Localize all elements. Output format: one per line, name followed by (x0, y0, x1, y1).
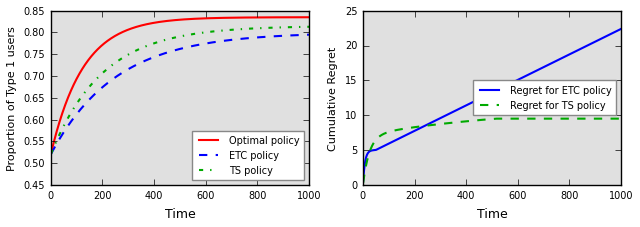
Regret for ETC policy (386, 142, 394, 145)
ETC policy (74, 112, 81, 115)
Regret for TS policy (386, 131, 394, 133)
Regret for TS policy (463, 120, 471, 123)
Regret for TS policy (537, 118, 545, 121)
Optimal policy (253, 17, 260, 20)
Regret for ETC policy (565, 54, 573, 57)
ETC policy (305, 34, 313, 37)
Line: ETC policy: ETC policy (51, 35, 309, 154)
Y-axis label: Cumulative Regret: Cumulative Regret (328, 46, 338, 150)
Regret for TS policy (473, 119, 481, 122)
Line: Regret for ETC policy: Regret for ETC policy (363, 30, 621, 181)
ETC policy (248, 37, 256, 40)
Regret for TS policy (492, 118, 500, 121)
ETC policy (253, 37, 260, 40)
Regret for ETC policy (536, 68, 544, 71)
Regret for TS policy (359, 182, 367, 184)
TS policy (253, 28, 260, 30)
X-axis label: Time: Time (477, 207, 508, 220)
Regret for TS policy (561, 118, 568, 121)
ETC policy (161, 53, 168, 55)
Regret for TS policy (617, 118, 625, 121)
Optimal policy (161, 21, 168, 23)
ETC policy (47, 153, 55, 155)
Line: TS policy: TS policy (51, 28, 309, 154)
Y-axis label: Proportion of Type 1 users: Proportion of Type 1 users (6, 26, 17, 170)
Optimal policy (152, 22, 159, 25)
X-axis label: Time: Time (164, 207, 195, 220)
Optimal policy (47, 152, 55, 155)
Line: Optimal policy: Optimal policy (51, 18, 309, 154)
Regret for ETC policy (473, 99, 481, 102)
Optimal policy (225, 17, 232, 20)
ETC policy (152, 56, 159, 59)
TS policy (47, 153, 55, 155)
Regret for TS policy (565, 118, 573, 121)
Optimal policy (305, 17, 313, 20)
Optimal policy (248, 17, 256, 20)
Regret for ETC policy (359, 180, 367, 182)
Regret for ETC policy (617, 28, 625, 31)
TS policy (152, 42, 159, 45)
Line: Regret for TS policy: Regret for TS policy (363, 119, 621, 183)
ETC policy (225, 40, 232, 42)
TS policy (161, 39, 168, 42)
Legend: Optimal policy, ETC policy, TS policy: Optimal policy, ETC policy, TS policy (192, 131, 304, 180)
Regret for ETC policy (463, 104, 471, 107)
TS policy (74, 102, 81, 105)
Legend: Regret for ETC policy, Regret for TS policy: Regret for ETC policy, Regret for TS pol… (473, 81, 616, 116)
TS policy (225, 30, 232, 32)
Optimal policy (74, 77, 81, 79)
TS policy (305, 26, 313, 29)
Regret for ETC policy (561, 56, 568, 59)
TS policy (248, 28, 256, 31)
